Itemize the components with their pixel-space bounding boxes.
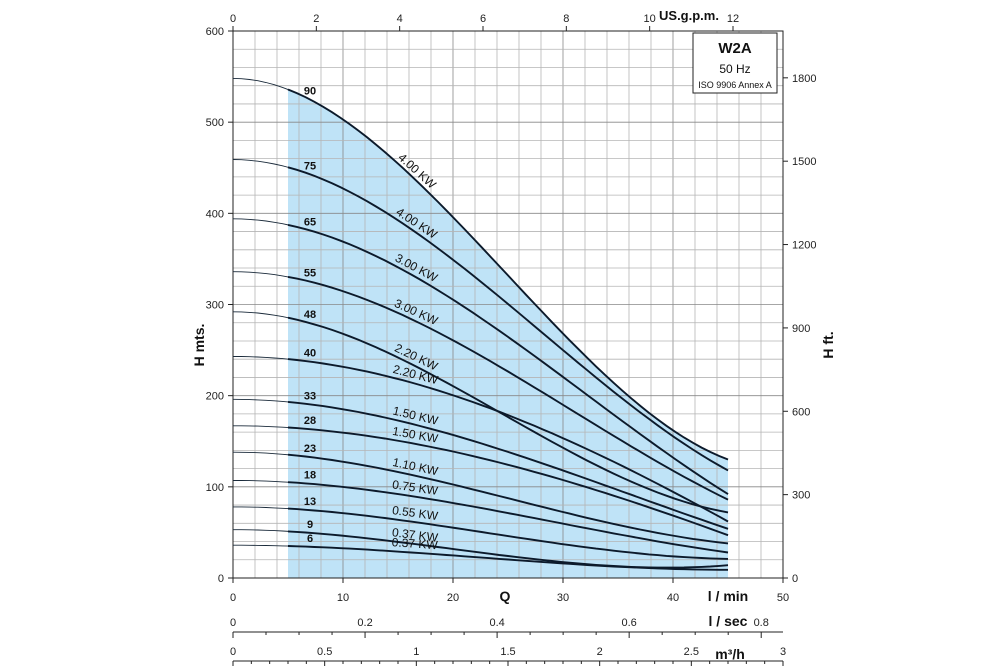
axis-ticks: 0100200300400500600030060090012001500180… [206,13,816,666]
operating-range [288,89,728,578]
series-label-6: 6 [307,533,313,545]
series-curve-bold-55 [287,275,729,501]
series-label-65: 65 [304,216,316,228]
sub-tick-label: 0.4 [489,617,504,629]
tick-label: 1500 [792,156,816,168]
series-label-90: 90 [304,85,316,97]
tick-label: 0 [230,592,236,604]
tick-label: 8 [563,13,569,25]
series-curves [232,77,729,571]
tick-label: 12 [727,13,739,25]
series-power-6: 0.37 KW [391,535,439,552]
grid [233,31,783,578]
sub-tick-label: 2 [597,646,603,658]
tick-label: 300 [792,490,810,502]
series-curve-bold-40 [287,358,729,523]
series-label-33: 33 [304,390,316,402]
series-label-48: 48 [304,309,316,321]
series-curve-bold-6 [287,545,728,571]
series-curve-bold-33 [287,400,729,530]
series-curve-bold-65 [287,223,729,495]
series-label-23: 23 [304,443,316,455]
sub-tick-label: 0.8 [754,617,769,629]
sub-tick-label: 0 [230,646,236,658]
series-power-13: 0.55 KW [391,503,439,523]
tick-label: 0 [218,573,224,585]
series-label-18: 18 [304,470,316,482]
tick-label: 1200 [792,240,816,252]
sub-tick-label: 0 [230,617,236,629]
lsec-axis-label: l / sec [709,613,748,629]
m3h-axis-label: m³/h [715,646,745,662]
bottom-axis-label: l / min [708,588,748,604]
series-curve-bold-18 [287,481,729,554]
top-axis-label: US.g.p.m. [659,8,719,23]
legend-title: W2A [718,40,752,57]
sub-tick-label: 0.5 [317,646,332,658]
series-curve-bold-28 [287,426,729,537]
legend-box: W2A 50 Hz ISO 9906 Annex A [692,32,778,94]
tick-label: 40 [667,592,679,604]
right-axis-label: H ft. [820,331,836,358]
series-label-75: 75 [304,160,316,172]
tick-label: 300 [206,300,224,312]
tick-label: 1800 [792,73,816,85]
series-curve-bold-48 [287,316,729,514]
tick-label: 10 [337,592,349,604]
tick-label: 500 [206,117,224,129]
tick-label: 6 [480,13,486,25]
q-axis-label: Q [500,588,511,604]
sub-tick-label: 0.6 [622,617,637,629]
series-power-9: 0.37 KW [391,525,439,545]
series-label-28: 28 [304,415,316,427]
series-curve-bold-23 [287,453,729,545]
sub-tick-label: 2.5 [684,646,699,658]
series-label-40: 40 [304,348,316,360]
tick-label: 2 [313,13,319,25]
sub-tick-label: 0.2 [357,617,372,629]
tick-label: 600 [792,406,810,418]
tick-label: 4 [397,13,403,25]
legend-frequency: 50 Hz [719,62,750,76]
tick-label: 10 [644,13,656,25]
series-power-18: 0.75 KW [391,477,439,498]
legend-standard: ISO 9906 Annex A [698,80,772,90]
tick-label: 50 [777,592,789,604]
sub-tick-label: 1.5 [500,646,515,658]
tick-label: 20 [447,592,459,604]
tick-label: 200 [206,391,224,403]
tick-label: 30 [557,592,569,604]
tick-label: 0 [792,573,798,585]
left-axis-label: H mts. [191,324,207,367]
tick-label: 400 [206,208,224,220]
series-curve-bold-90 [287,88,729,461]
series-curve-bold-75 [287,166,729,472]
series-curve-bold-13 [287,507,729,560]
tick-label: 600 [206,26,224,38]
operating-range-fill [288,89,728,578]
series-label-13: 13 [304,496,316,508]
tick-label: 0 [230,13,236,25]
series-label-55: 55 [304,268,316,280]
series-label-9: 9 [307,519,313,531]
sub-tick-label: 3 [780,646,786,658]
sub-tick-label: 1 [413,646,419,658]
tick-label: 100 [206,482,224,494]
tick-label: 900 [792,323,810,335]
